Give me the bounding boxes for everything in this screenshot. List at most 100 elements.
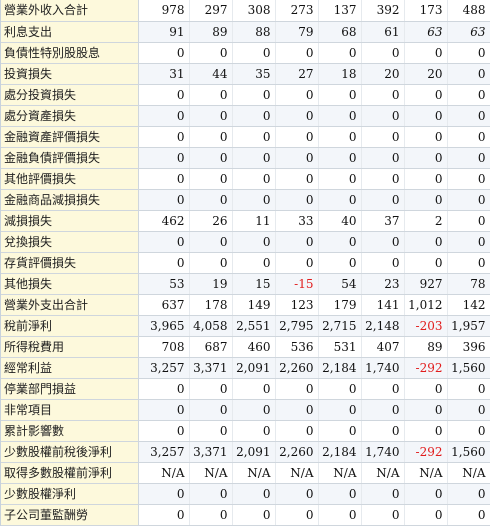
table-cell: 3,371 — [189, 357, 233, 379]
table-cell: 0 — [318, 105, 362, 127]
table-cell: 0 — [189, 147, 233, 169]
table-cell: 0 — [361, 126, 405, 148]
table-cell: 0 — [275, 147, 319, 169]
table-cell: 2,184 — [318, 441, 362, 463]
table-cell: 89 — [404, 336, 448, 358]
table-cell: 0 — [138, 126, 190, 148]
table-cell: 0 — [361, 84, 405, 106]
table-row: 投資損失 31 44 35 27 18 20 20 0 — [1, 63, 490, 85]
table-row: 營業外收入合計 978 297 308 273 137 392 173 488 — [1, 0, 490, 22]
table-cell: 0 — [232, 84, 276, 106]
table-cell: 687 — [189, 336, 233, 358]
table-cell: 0 — [189, 504, 233, 526]
table-cell: N/A — [189, 462, 233, 484]
table-cell: 53 — [138, 273, 190, 295]
table-cell: 0 — [189, 378, 233, 400]
row-label: 減損損失 — [1, 210, 139, 232]
table-cell: 0 — [275, 231, 319, 253]
table-cell: 0 — [404, 42, 448, 64]
table-cell: 0 — [232, 147, 276, 169]
row-label: 其他評價損失 — [1, 168, 139, 190]
table-cell: 40 — [318, 210, 362, 232]
table-cell: 1,560 — [447, 441, 490, 463]
table-cell: 0 — [447, 420, 490, 442]
table-cell: 0 — [189, 252, 233, 274]
table-cell: 0 — [318, 168, 362, 190]
table-cell: 978 — [138, 0, 190, 22]
table-cell: 488 — [447, 0, 490, 22]
table-cell: 0 — [138, 84, 190, 106]
table-cell: 0 — [318, 147, 362, 169]
table-cell: 0 — [232, 231, 276, 253]
table-cell: 0 — [447, 210, 490, 232]
table-cell: 0 — [138, 504, 190, 526]
table-cell: 27 — [275, 63, 319, 85]
table-cell: 4,058 — [189, 315, 233, 337]
row-label: 停業部門損益 — [1, 378, 139, 400]
table-cell: 0 — [275, 252, 319, 274]
table-cell: N/A — [447, 462, 490, 484]
table-cell: 123 — [275, 294, 319, 316]
table-cell: 1,012 — [404, 294, 448, 316]
table-cell: 137 — [318, 0, 362, 22]
table-cell: 0 — [447, 84, 490, 106]
table-cell: 0 — [138, 399, 190, 421]
table-cell: 142 — [447, 294, 490, 316]
table-cell: 0 — [189, 231, 233, 253]
table-row: 稅前淨利 3,965 4,058 2,551 2,795 2,715 2,148 -203 1,… — [1, 315, 490, 337]
table-cell: 0 — [404, 105, 448, 127]
table-cell: N/A — [232, 462, 276, 484]
row-label: 處分投資損失 — [1, 84, 139, 106]
table-cell: 273 — [275, 0, 319, 22]
table-cell: 61 — [361, 21, 405, 43]
row-label: 兌換損失 — [1, 231, 139, 253]
table-cell: 0 — [447, 189, 490, 211]
table-cell: 0 — [404, 168, 448, 190]
table-cell: 78 — [447, 273, 490, 295]
table-row: 少數股權淨利 0 0 0 0 0 0 0 0 — [1, 483, 490, 505]
table-cell: 149 — [232, 294, 276, 316]
table-cell: 0 — [232, 189, 276, 211]
table-cell: 68 — [318, 21, 362, 43]
table-row: 處分投資損失 0 0 0 0 0 0 0 0 — [1, 84, 490, 106]
table-cell: 2,091 — [232, 357, 276, 379]
table-cell: 0 — [361, 483, 405, 505]
table-cell: 0 — [404, 126, 448, 148]
table-cell: 0 — [189, 126, 233, 148]
row-label: 金融商品減損損失 — [1, 189, 139, 211]
row-label: 存貨評價損失 — [1, 252, 139, 274]
table-cell: 1,740 — [361, 357, 405, 379]
table-cell: 0 — [275, 42, 319, 64]
table-cell: 3,965 — [138, 315, 190, 337]
table-cell: 0 — [138, 252, 190, 274]
table-cell: 0 — [447, 126, 490, 148]
table-cell: 0 — [404, 420, 448, 442]
table-cell: 0 — [447, 483, 490, 505]
table-cell: 0 — [318, 252, 362, 274]
row-label: 稅前淨利 — [1, 315, 139, 337]
table-cell: 20 — [361, 63, 405, 85]
table-cell: 462 — [138, 210, 190, 232]
table-cell: 0 — [189, 168, 233, 190]
table-cell: 3,371 — [189, 441, 233, 463]
table-row: 其他損失 53 19 15 -15 54 23 927 78 — [1, 273, 490, 295]
table-cell: 0 — [138, 483, 190, 505]
table-cell: 460 — [232, 336, 276, 358]
table-cell: 0 — [361, 252, 405, 274]
table-cell: 0 — [275, 378, 319, 400]
table-cell: 1,560 — [447, 357, 490, 379]
row-label: 子公司董監酬勞 — [1, 504, 139, 526]
table-cell: 0 — [138, 378, 190, 400]
table-cell: 20 — [404, 63, 448, 85]
row-label: 累計影響數 — [1, 420, 139, 442]
table-cell: 0 — [447, 504, 490, 526]
table-cell: 0 — [318, 399, 362, 421]
table-cell: 2 — [404, 210, 448, 232]
table-cell: 2,260 — [275, 357, 319, 379]
table-cell: 0 — [361, 504, 405, 526]
table-cell: 79 — [275, 21, 319, 43]
table-cell: 0 — [404, 252, 448, 274]
table-cell: 0 — [275, 504, 319, 526]
table-cell: 0 — [138, 231, 190, 253]
